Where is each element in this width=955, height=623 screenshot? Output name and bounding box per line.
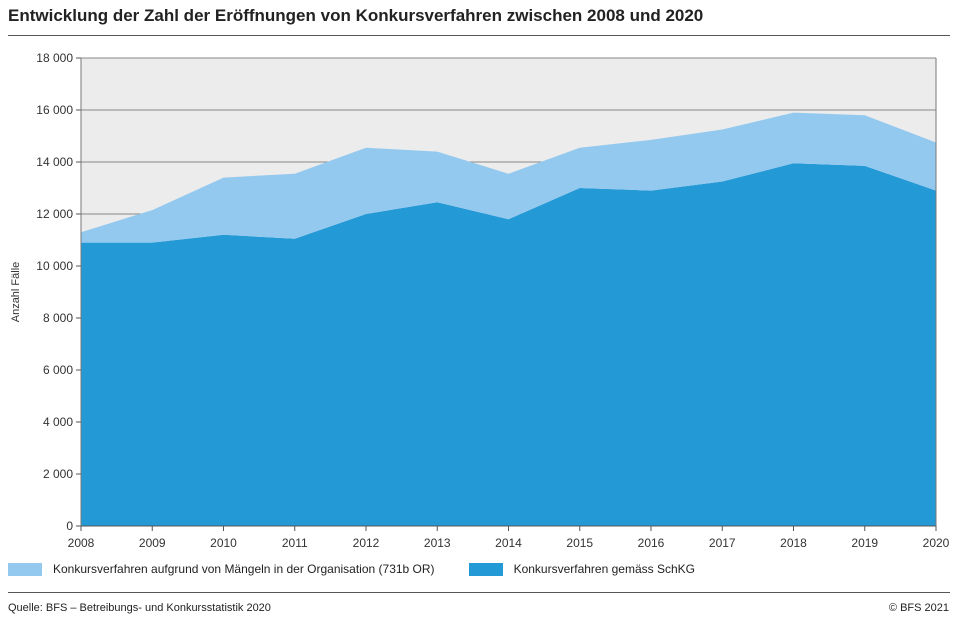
y-tick-label: 6 000 xyxy=(43,363,73,377)
legend-swatch-schkg xyxy=(468,562,503,576)
x-tick-label: 2009 xyxy=(139,536,166,550)
x-tick-label: 2020 xyxy=(923,536,950,550)
x-tick-label: 2014 xyxy=(495,536,522,550)
legend-item-schkg: Konkursverfahren gemäss SchKG xyxy=(468,562,695,576)
legend: Konkursverfahren aufgrund von Mängeln in… xyxy=(8,562,729,576)
x-tick-label: 2012 xyxy=(353,536,380,550)
y-tick-label: 0 xyxy=(66,519,73,533)
x-tick-label: 2011 xyxy=(282,536,308,550)
y-tick-label: 4 000 xyxy=(43,415,73,429)
y-tick-label: 14 000 xyxy=(36,155,73,169)
x-tick-label: 2008 xyxy=(68,536,95,550)
y-tick-label: 18 000 xyxy=(36,51,73,65)
y-axis-label: Anzahl Fälle xyxy=(10,262,22,323)
x-tick-label: 2013 xyxy=(424,536,451,550)
axes: 0 2 000 4 000 6 000 8 000 10 000 12 000 14 000 1… xyxy=(36,51,949,550)
chart-title: Entwicklung der Zahl der Eröffnungen von… xyxy=(8,6,704,25)
x-tick-label: 2019 xyxy=(851,536,878,550)
y-tick-label: 16 000 xyxy=(36,103,73,117)
x-tick-label: 2010 xyxy=(210,536,237,550)
source-note: Quelle: BFS – Betreibungs- und Konkursst… xyxy=(8,602,271,614)
y-tick-label: 10 000 xyxy=(36,259,73,273)
x-tick-label: 2015 xyxy=(566,536,593,550)
area-chart: 0 2 000 4 000 6 000 8 000 10 000 12 000 14 000 1… xyxy=(10,51,950,550)
y-tick-label: 2 000 xyxy=(43,467,73,481)
x-tick-label: 2018 xyxy=(780,536,807,550)
x-tick-label: 2017 xyxy=(709,536,736,550)
legend-swatch-731b xyxy=(8,562,42,576)
area-series-1 xyxy=(81,112,936,243)
legend-label-schkg: Konkursverfahren gemäss SchKG xyxy=(513,562,695,576)
y-tick-label: 8 000 xyxy=(43,311,73,325)
title-divider xyxy=(8,35,950,36)
x-tick-label: 2016 xyxy=(638,536,665,550)
legend-item-731b: Konkursverfahren aufgrund von Mängeln in… xyxy=(8,562,435,576)
legend-label-731b: Konkursverfahren aufgrund von Mängeln in… xyxy=(53,562,435,576)
copyright-note: © BFS 2021 xyxy=(888,602,949,614)
area-series xyxy=(81,112,936,527)
area-series-0 xyxy=(81,163,936,527)
footer-divider xyxy=(8,592,950,593)
y-tick-label: 12 000 xyxy=(36,207,73,221)
